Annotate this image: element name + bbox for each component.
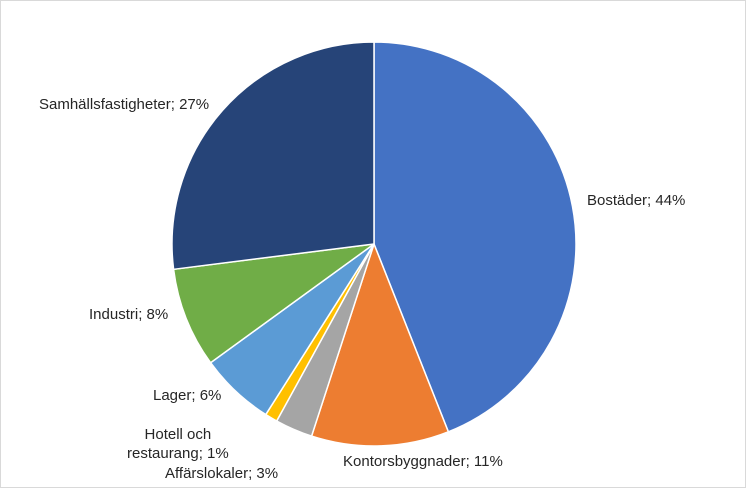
label-hotell-och-restaurang: Hotell och restaurang; 1% [127, 426, 229, 462]
label-bostader: Bostäder; 44% [587, 192, 686, 209]
pie-slice-kontorsbyggnader [310, 241, 450, 447]
label-affarslokaler: Affärslokaler; 3% [165, 465, 279, 482]
label-lager: Lager; 6% [153, 387, 222, 404]
label-industri: Industri; 8% [89, 306, 169, 323]
pie-slice-bostäder [373, 41, 577, 433]
pie-slice-samhällsfastigheter [171, 41, 375, 271]
label-samhallsfastigheter: Samhällsfastigheter; 27% [39, 96, 210, 113]
pie-slice-industri [172, 243, 375, 364]
label-kontorsbyggnader: Kontorsbyggnader; 11% [343, 453, 503, 470]
